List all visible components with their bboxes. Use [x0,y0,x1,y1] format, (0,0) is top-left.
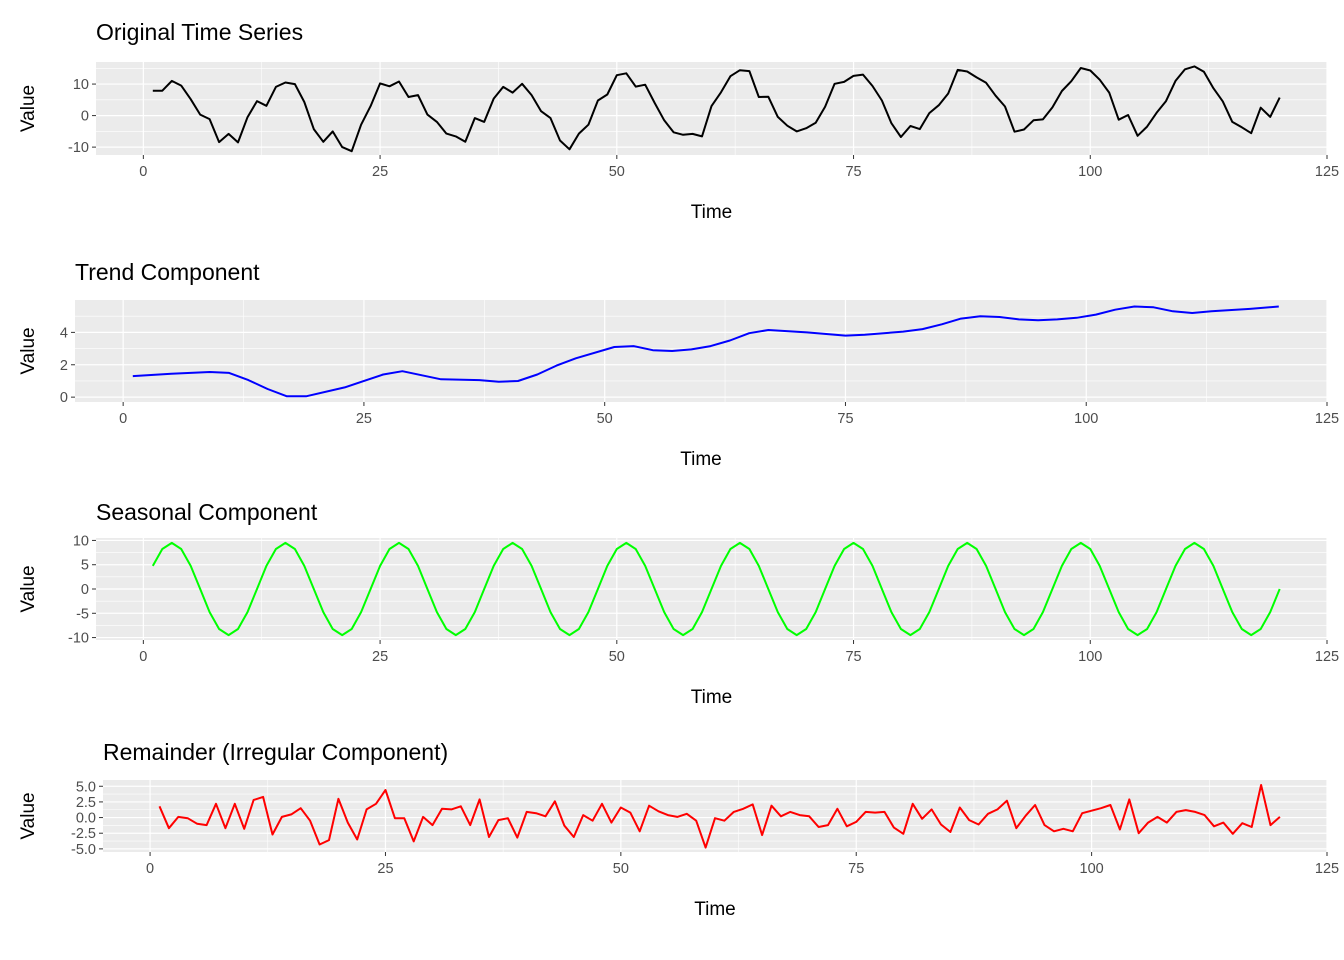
x-tick-label: 75 [837,411,853,427]
x-tick-label: 100 [1080,861,1104,877]
x-tick-label: 125 [1315,649,1339,665]
y-tick-label: -5.0 [71,842,96,858]
x-tick-label: 0 [119,411,127,427]
x-tick-label: 25 [356,411,372,427]
x-tick-label: 25 [372,649,388,665]
panel-3: 0 25 50 75 100 125 -10 -5 0 5 10 Seasonal Component… [18,499,1339,708]
x-tick-label: 100 [1078,649,1102,665]
panel-4: 0 25 50 75 100 125 -5.0-2.50.02.55.0 Remainder … [18,739,1339,920]
panel-1: 0 25 50 75 100 125 -10 0 10 Original Time Series T… [18,19,1339,223]
y-tick-label: 2 [60,358,68,374]
series-line [151,541,1281,637]
x-axis-label: Time [680,449,722,470]
plot-background [75,300,1327,402]
y-axis-label: Value [18,565,39,612]
x-tick-label: 50 [609,164,625,180]
panel-2: 0 25 50 75 100 125 0 2 4 Trend Component Time Value [18,259,1339,470]
panel-title: Trend Component [75,259,260,285]
x-tick-label: 50 [597,411,613,427]
x-tick-label: 0 [139,164,147,180]
y-tick-label: 0 [60,390,68,406]
series-line [158,784,1281,849]
x-axis-label: Time [691,687,733,708]
y-tick-label: -5 [76,606,89,622]
series-line [152,65,1281,153]
x-tick-label: 75 [845,649,861,665]
y-tick-label: -10 [68,631,89,647]
x-tick-label: 0 [146,861,154,877]
series-line [132,305,1279,398]
y-tick-label: 2.5 [76,795,96,811]
y-tick-label: 5 [81,558,89,574]
y-tick-label: 10 [73,77,89,93]
x-tick-label: 100 [1074,411,1098,427]
panel-title: Original Time Series [96,19,303,45]
y-tick-label: 0 [81,582,89,598]
panel-title: Seasonal Component [96,499,318,525]
x-tick-label: 125 [1315,411,1339,427]
panel-title: Remainder (Irregular Component) [103,739,448,765]
y-axis-label: Value [18,792,39,839]
x-tick-label: 75 [848,861,864,877]
y-tick-label: 10 [73,533,89,549]
x-tick-label: 75 [845,164,861,180]
x-axis-label: Time [691,202,733,223]
x-tick-label: 50 [609,649,625,665]
y-tick-label: -10 [68,140,89,156]
y-tick-label: 0.0 [76,811,96,827]
x-tick-label: 125 [1315,861,1339,877]
y-tick-label: 0 [81,109,89,125]
x-tick-label: 25 [377,861,393,877]
y-axis-label: Value [18,327,39,374]
x-tick-label: 25 [372,164,388,180]
y-axis-label: Value [18,85,39,132]
x-tick-label: 50 [613,861,629,877]
y-tick-label: 5.0 [76,779,96,795]
x-axis-label: Time [694,899,736,920]
x-tick-label: 125 [1315,164,1339,180]
x-tick-label: 100 [1078,164,1102,180]
x-tick-label: 0 [139,649,147,665]
y-tick-label: 4 [60,325,68,341]
y-tick-label: -2.5 [71,826,96,842]
